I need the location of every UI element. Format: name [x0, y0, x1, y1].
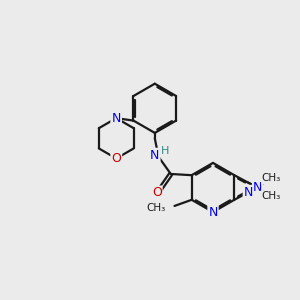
- Text: N: N: [253, 181, 262, 194]
- Text: CH₃: CH₃: [147, 203, 166, 213]
- Text: O: O: [152, 187, 162, 200]
- Text: N: N: [244, 186, 253, 199]
- Text: CH₃: CH₃: [262, 173, 281, 184]
- Text: N: N: [208, 206, 218, 219]
- Text: N: N: [112, 112, 121, 124]
- Text: CH₃: CH₃: [261, 191, 280, 201]
- Text: N: N: [112, 112, 121, 124]
- Text: N: N: [150, 149, 160, 162]
- Text: H: H: [161, 146, 169, 156]
- Text: O: O: [111, 152, 121, 165]
